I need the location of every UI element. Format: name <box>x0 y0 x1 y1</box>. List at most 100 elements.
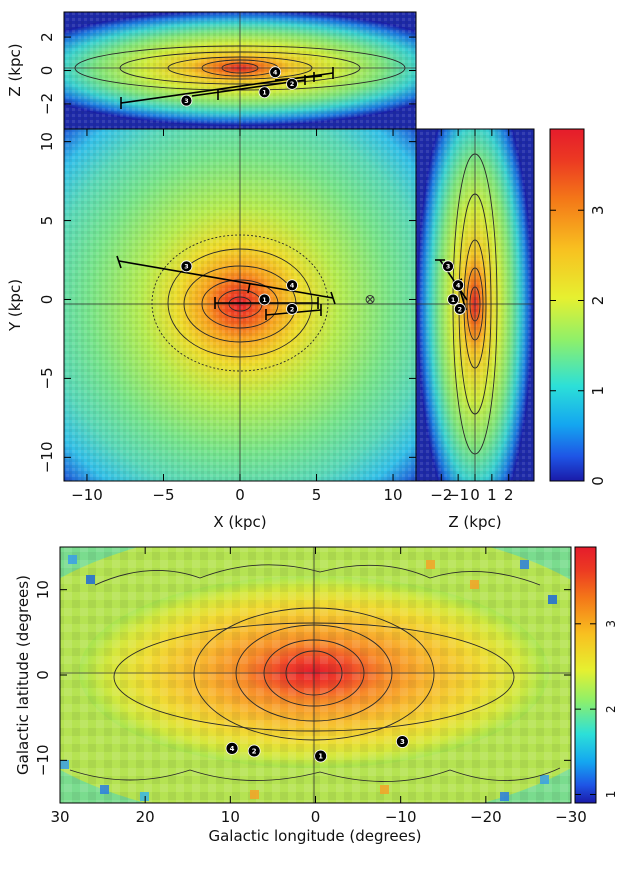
bottom-panel-marker-dot <box>314 749 328 763</box>
top-colorbar: 0 1 2 3 <box>549 128 607 486</box>
bottom-colorbar-gradient <box>575 547 596 803</box>
main-panel: 1 2 3 4 −10 −5 0 5 10 −10 −5 0 5 10 X (kpc) Y (kpc) <box>6 128 417 531</box>
side-panel-marker-dot <box>453 303 466 315</box>
top-colorbar-tick-label: 3 <box>589 205 607 215</box>
main-panel-marker-dot <box>286 303 298 315</box>
main-panel-xtick-label: 10 <box>383 486 402 504</box>
bottom-colorbar-tick-label: 3 <box>604 620 618 628</box>
bottom-panel-xtick-label: 30 <box>50 808 69 826</box>
top-panel-ytick-label: 0 <box>38 66 56 76</box>
bottom-colorbar-tick-label: 2 <box>604 705 618 713</box>
top-panel-marker-label: 2 <box>290 81 294 88</box>
top-panel-marker-3: 3 <box>180 94 193 107</box>
bottom-panel-marker-4: 4 <box>225 741 239 755</box>
side-panel-marker-dot <box>447 293 459 306</box>
main-panel-ylabel: Y (kpc) <box>6 279 24 332</box>
main-panel-marker-label: 3 <box>184 264 188 271</box>
bottom-panel-marker-1: 1 <box>314 749 328 763</box>
side-panel-xtick-label: 2 <box>504 486 514 504</box>
top-panel-marker-label: 1 <box>262 90 266 97</box>
main-panel-ytick-label: 5 <box>38 216 56 226</box>
top-panel-marker-dot <box>180 94 193 107</box>
main-panel-marker-dot <box>258 293 271 306</box>
bottom-panel-ylabel: Galactic latitude (degrees) <box>14 575 32 775</box>
main-panel-marker-4: 4 <box>286 279 298 292</box>
top-colorbar-frame <box>549 128 585 482</box>
main-panel-xtick-label: −5 <box>152 486 174 504</box>
bottom-panel-marker-2: 2 <box>247 744 261 758</box>
bottom-panel-marker-label: 4 <box>230 745 235 753</box>
side-panel-marker-4: 4 <box>452 279 465 292</box>
side-panel-marker-dot <box>452 279 465 292</box>
main-panel-ytick-label: 10 <box>38 132 56 151</box>
top-colorbar-tick-label: 0 <box>589 476 607 486</box>
bottom-panel-marker-dot <box>225 741 239 755</box>
bottom-panel-xtick-label: −20 <box>470 808 502 826</box>
side-panel-markers: 12 3 4 <box>442 260 466 315</box>
bottom-panel-marker-dot <box>395 735 409 748</box>
main-panel-marker-label: 1 <box>262 297 266 304</box>
bottom-colorbar-tick-label: 1 <box>604 791 618 799</box>
top-colorbar-tick-label: 1 <box>589 386 607 396</box>
bottom-panel-ytick-label: 10 <box>34 580 52 599</box>
side-panel-marker-label: 3 <box>446 264 450 271</box>
main-panel-marker-1: 1 <box>258 293 271 306</box>
main-panel-xlabel: X (kpc) <box>213 513 266 531</box>
side-panel-marker-3: 3 <box>442 260 454 273</box>
main-panel-xtick-label: −10 <box>71 486 103 504</box>
bottom-panel-xtick-label: 20 <box>136 808 155 826</box>
bottom-panel-ytick-label: −10 <box>34 745 52 777</box>
side-panel-xtick-label: −2 <box>430 486 452 504</box>
bottom-panel-xtick-label: −10 <box>385 808 417 826</box>
main-panel-marker-label: 2 <box>290 306 294 313</box>
top-panel-marker-dot <box>286 77 298 90</box>
main-panel-xtick-label: 5 <box>312 486 322 504</box>
bottom-panel-ytick-label: 0 <box>34 670 52 680</box>
side-panel-marker-2: 2 <box>453 303 466 315</box>
top-panel-marker-label: 3 <box>184 98 188 105</box>
main-panel-marker-dot <box>286 279 298 292</box>
bottom-panel-marker-label: 3 <box>400 738 405 746</box>
bottom-panel-marker-label: 2 <box>252 747 257 755</box>
side-panel-marker-label: 1 <box>451 297 455 304</box>
sun-marker <box>365 294 375 304</box>
bottom-panel-marker-label: 1 <box>318 753 323 761</box>
top-panel-marker-label: 4 <box>273 69 278 76</box>
bottom-panel-markers: 1 2 3 4 <box>225 735 409 763</box>
bottom-panel-xtick-label: −30 <box>555 808 587 826</box>
top-panel-marker-1: 1 <box>258 86 271 99</box>
bottom-panel-xtick-label: 10 <box>221 808 240 826</box>
main-panel-ytick-label: −5 <box>38 367 56 389</box>
side-panel-marker-label: 4 <box>456 283 461 290</box>
side-panel-xtick-label: 0 <box>470 486 480 504</box>
top-panel-ylabel: Z (kpc) <box>6 43 24 96</box>
main-panel-marker-dot <box>180 260 193 273</box>
main-panel-marker-3: 3 <box>180 260 193 273</box>
bottom-colorbar-frame <box>574 546 597 804</box>
bottom-colorbar: 1 2 3 <box>574 546 618 804</box>
side-panel-xlabel: Z (kpc) <box>448 513 501 531</box>
top-panel-marker-dot <box>269 66 282 79</box>
bottom-panel: 1 2 3 4 30 20 10 0 −10 −20 −30 −10 0 10 Galactic lon… <box>14 546 587 845</box>
sun-marker-cross <box>366 296 374 303</box>
top-panel: 1 2 3 4 −2 0 2 Z (kpc) <box>6 11 417 130</box>
sun-marker-circle <box>365 294 375 304</box>
main-panel-marker-label: 4 <box>290 283 295 290</box>
side-panel-xtick-label: 1 <box>487 486 497 504</box>
top-panel-error-bars <box>120 67 334 109</box>
bottom-panel-xlabel: Galactic longitude (degrees) <box>208 827 421 845</box>
bottom-panel-xtick-label: 0 <box>311 808 321 826</box>
main-panel-ytick-label: −10 <box>38 441 56 473</box>
top-panel-marker-2: 2 <box>286 77 298 90</box>
top-panel-marker-dot <box>258 86 271 99</box>
main-panel-ytick-label: 0 <box>38 295 56 305</box>
top-colorbar-gradient <box>550 129 584 481</box>
main-panel-marker-2: 2 <box>286 303 298 315</box>
top-panel-ytick-label: −2 <box>38 93 56 115</box>
bottom-panel-marker-3: 3 <box>395 735 409 748</box>
top-panel-marker-4: 4 <box>269 66 282 79</box>
side-panel-marker-1: 1 <box>447 293 459 306</box>
bottom-panel-marker-dot <box>247 744 261 758</box>
top-panel-ytick-label: 2 <box>38 32 56 42</box>
